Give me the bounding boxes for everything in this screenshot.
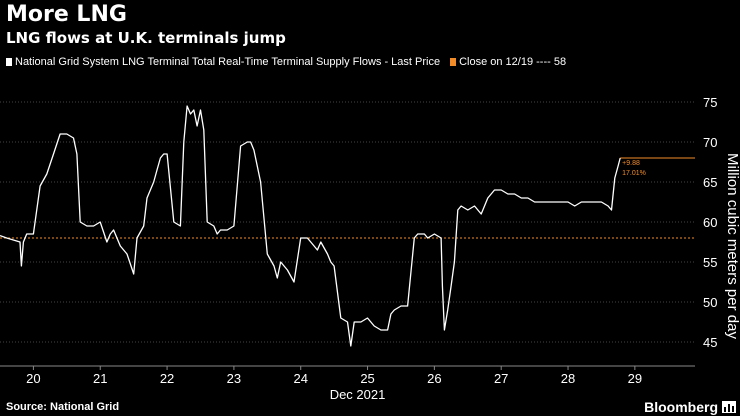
legend: National Grid System LNG Terminal Total … — [6, 56, 566, 68]
x-tick-label: 26 — [427, 371, 441, 386]
x-tick-label: 20 — [26, 371, 40, 386]
chart-subtitle: LNG flows at U.K. terminals jump — [6, 29, 286, 47]
legend-swatch-series — [6, 58, 12, 66]
x-tick-label: 24 — [293, 371, 307, 386]
x-tick-label: 27 — [494, 371, 508, 386]
legend-swatch-reference — [450, 58, 457, 66]
legend-label-series: National Grid System LNG Terminal Total … — [15, 56, 441, 68]
x-tick-label: 29 — [628, 371, 642, 386]
x-tick-label: 22 — [160, 371, 174, 386]
y-tick-label: 70 — [703, 135, 717, 150]
x-tick-label: 28 — [561, 371, 575, 386]
y-axis-title: Million cubic meters per day — [724, 153, 740, 339]
grid-lines — [0, 101, 695, 343]
y-tick-label: 60 — [703, 215, 717, 230]
y-tick-label: 50 — [703, 295, 717, 310]
y-tick-label: 55 — [703, 255, 717, 270]
y-tick-label: 45 — [703, 335, 717, 350]
legend-label-reference: Close on 12/19 ---- 58 — [459, 56, 567, 68]
x-tick-label: 25 — [360, 371, 374, 386]
chart-title: More LNG — [6, 2, 127, 27]
x-tick-label: 23 — [227, 371, 241, 386]
x-tick-label: 21 — [93, 371, 107, 386]
y-axis-ticks: 45 50 55 60 65 70 75 — [703, 95, 717, 350]
bar-chart-icon — [722, 401, 736, 413]
x-axis-ticks: 20 21 22 23 24 25 26 27 28 29 — [26, 366, 642, 386]
brand-name: Bloomberg — [644, 399, 718, 415]
annotation-change: +9.88 — [622, 160, 640, 167]
x-axis-title: Dec 2021 — [330, 387, 386, 402]
y-tick-label: 75 — [703, 95, 717, 110]
series-line — [0, 105, 621, 347]
y-tick-label: 65 — [703, 175, 717, 190]
source-note: Source: National Grid — [6, 401, 120, 413]
annotation-percent: 17.01% — [622, 170, 646, 177]
